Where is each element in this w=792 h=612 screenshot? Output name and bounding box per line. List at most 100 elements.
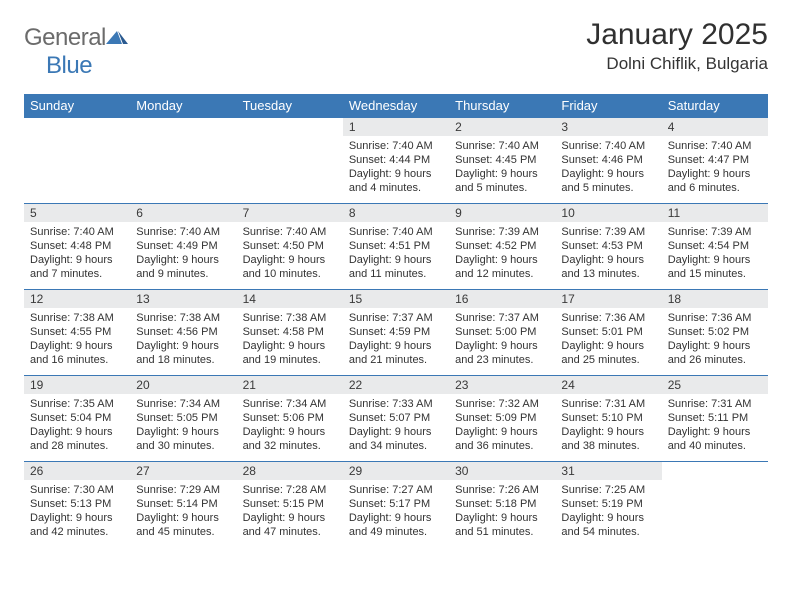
day-number: 4 [662, 117, 768, 136]
calendar-cell: 30Sunrise: 7:26 AMSunset: 5:18 PMDayligh… [449, 461, 555, 547]
calendar-cell: 21Sunrise: 7:34 AMSunset: 5:06 PMDayligh… [237, 375, 343, 461]
logo-text-general: General [24, 24, 106, 52]
calendar-cell [237, 117, 343, 203]
day-number: 16 [449, 289, 555, 308]
day-details: Sunrise: 7:40 AMSunset: 4:48 PMDaylight:… [24, 222, 130, 285]
day-number: 25 [662, 375, 768, 394]
day-details: Sunrise: 7:40 AMSunset: 4:44 PMDaylight:… [343, 136, 449, 199]
day-number: 27 [130, 461, 236, 480]
day-details: Sunrise: 7:37 AMSunset: 4:59 PMDaylight:… [343, 308, 449, 371]
day-details: Sunrise: 7:36 AMSunset: 5:02 PMDaylight:… [662, 308, 768, 371]
calendar-cell: 3Sunrise: 7:40 AMSunset: 4:46 PMDaylight… [555, 117, 661, 203]
day-details: Sunrise: 7:32 AMSunset: 5:09 PMDaylight:… [449, 394, 555, 457]
day-details: Sunrise: 7:36 AMSunset: 5:01 PMDaylight:… [555, 308, 661, 371]
calendar-cell: 23Sunrise: 7:32 AMSunset: 5:09 PMDayligh… [449, 375, 555, 461]
logo-text-blue: Blue [46, 52, 92, 79]
day-number: 7 [237, 203, 343, 222]
calendar-body: 1Sunrise: 7:40 AMSunset: 4:44 PMDaylight… [24, 117, 768, 547]
calendar-cell: 5Sunrise: 7:40 AMSunset: 4:48 PMDaylight… [24, 203, 130, 289]
day-details: Sunrise: 7:25 AMSunset: 5:19 PMDaylight:… [555, 480, 661, 543]
calendar-cell: 12Sunrise: 7:38 AMSunset: 4:55 PMDayligh… [24, 289, 130, 375]
calendar-cell: 26Sunrise: 7:30 AMSunset: 5:13 PMDayligh… [24, 461, 130, 547]
weekday-header: Tuesday [237, 94, 343, 117]
logo: General [24, 18, 130, 52]
day-details: Sunrise: 7:30 AMSunset: 5:13 PMDaylight:… [24, 480, 130, 543]
day-details: Sunrise: 7:39 AMSunset: 4:52 PMDaylight:… [449, 222, 555, 285]
calendar-cell: 7Sunrise: 7:40 AMSunset: 4:50 PMDaylight… [237, 203, 343, 289]
day-details: Sunrise: 7:38 AMSunset: 4:58 PMDaylight:… [237, 308, 343, 371]
day-number: 12 [24, 289, 130, 308]
day-number: 5 [24, 203, 130, 222]
calendar-cell: 25Sunrise: 7:31 AMSunset: 5:11 PMDayligh… [662, 375, 768, 461]
day-details: Sunrise: 7:37 AMSunset: 5:00 PMDaylight:… [449, 308, 555, 371]
calendar-week-row: 1Sunrise: 7:40 AMSunset: 4:44 PMDaylight… [24, 117, 768, 203]
calendar-cell: 15Sunrise: 7:37 AMSunset: 4:59 PMDayligh… [343, 289, 449, 375]
day-number: 20 [130, 375, 236, 394]
day-details: Sunrise: 7:35 AMSunset: 5:04 PMDaylight:… [24, 394, 130, 457]
calendar-cell: 17Sunrise: 7:36 AMSunset: 5:01 PMDayligh… [555, 289, 661, 375]
day-number: 15 [343, 289, 449, 308]
weekday-header: Sunday [24, 94, 130, 117]
day-number: 18 [662, 289, 768, 308]
day-number: 29 [343, 461, 449, 480]
calendar-cell: 18Sunrise: 7:36 AMSunset: 5:02 PMDayligh… [662, 289, 768, 375]
day-number: 2 [449, 117, 555, 136]
calendar-week-row: 5Sunrise: 7:40 AMSunset: 4:48 PMDaylight… [24, 203, 768, 289]
day-number: 22 [343, 375, 449, 394]
day-number [24, 117, 130, 136]
day-number: 21 [237, 375, 343, 394]
calendar-cell [130, 117, 236, 203]
calendar-cell: 14Sunrise: 7:38 AMSunset: 4:58 PMDayligh… [237, 289, 343, 375]
sail-icon [106, 29, 128, 52]
day-details: Sunrise: 7:34 AMSunset: 5:06 PMDaylight:… [237, 394, 343, 457]
day-number: 24 [555, 375, 661, 394]
calendar-cell [24, 117, 130, 203]
day-details: Sunrise: 7:40 AMSunset: 4:46 PMDaylight:… [555, 136, 661, 199]
calendar-week-row: 26Sunrise: 7:30 AMSunset: 5:13 PMDayligh… [24, 461, 768, 547]
calendar-cell: 4Sunrise: 7:40 AMSunset: 4:47 PMDaylight… [662, 117, 768, 203]
weekday-header-row: SundayMondayTuesdayWednesdayThursdayFrid… [24, 94, 768, 117]
calendar-cell: 10Sunrise: 7:39 AMSunset: 4:53 PMDayligh… [555, 203, 661, 289]
day-details: Sunrise: 7:40 AMSunset: 4:49 PMDaylight:… [130, 222, 236, 285]
weekday-header: Friday [555, 94, 661, 117]
day-details: Sunrise: 7:38 AMSunset: 4:56 PMDaylight:… [130, 308, 236, 371]
day-number: 6 [130, 203, 236, 222]
location: Dolni Chiflik, Bulgaria [586, 54, 768, 74]
day-number: 26 [24, 461, 130, 480]
day-number: 8 [343, 203, 449, 222]
calendar-cell: 24Sunrise: 7:31 AMSunset: 5:10 PMDayligh… [555, 375, 661, 461]
day-number: 3 [555, 117, 661, 136]
day-number: 14 [237, 289, 343, 308]
calendar-cell: 29Sunrise: 7:27 AMSunset: 5:17 PMDayligh… [343, 461, 449, 547]
calendar-cell: 8Sunrise: 7:40 AMSunset: 4:51 PMDaylight… [343, 203, 449, 289]
calendar-cell: 31Sunrise: 7:25 AMSunset: 5:19 PMDayligh… [555, 461, 661, 547]
title-block: January 2025 Dolni Chiflik, Bulgaria [586, 18, 768, 74]
weekday-header: Wednesday [343, 94, 449, 117]
day-details: Sunrise: 7:31 AMSunset: 5:11 PMDaylight:… [662, 394, 768, 457]
day-details: Sunrise: 7:38 AMSunset: 4:55 PMDaylight:… [24, 308, 130, 371]
day-number: 9 [449, 203, 555, 222]
day-number: 10 [555, 203, 661, 222]
day-details: Sunrise: 7:26 AMSunset: 5:18 PMDaylight:… [449, 480, 555, 543]
day-number: 31 [555, 461, 661, 480]
day-number: 11 [662, 203, 768, 222]
weekday-header: Monday [130, 94, 236, 117]
day-number: 23 [449, 375, 555, 394]
calendar-cell: 9Sunrise: 7:39 AMSunset: 4:52 PMDaylight… [449, 203, 555, 289]
calendar-cell: 27Sunrise: 7:29 AMSunset: 5:14 PMDayligh… [130, 461, 236, 547]
day-details: Sunrise: 7:39 AMSunset: 4:54 PMDaylight:… [662, 222, 768, 285]
calendar-cell: 19Sunrise: 7:35 AMSunset: 5:04 PMDayligh… [24, 375, 130, 461]
calendar-cell: 11Sunrise: 7:39 AMSunset: 4:54 PMDayligh… [662, 203, 768, 289]
day-number [662, 461, 768, 480]
calendar-cell: 6Sunrise: 7:40 AMSunset: 4:49 PMDaylight… [130, 203, 236, 289]
day-number [237, 117, 343, 136]
calendar-cell: 2Sunrise: 7:40 AMSunset: 4:45 PMDaylight… [449, 117, 555, 203]
calendar-cell: 16Sunrise: 7:37 AMSunset: 5:00 PMDayligh… [449, 289, 555, 375]
month-title: January 2025 [586, 18, 768, 52]
day-details: Sunrise: 7:28 AMSunset: 5:15 PMDaylight:… [237, 480, 343, 543]
calendar-cell [662, 461, 768, 547]
calendar-cell: 13Sunrise: 7:38 AMSunset: 4:56 PMDayligh… [130, 289, 236, 375]
day-number: 28 [237, 461, 343, 480]
day-number: 13 [130, 289, 236, 308]
calendar-cell: 1Sunrise: 7:40 AMSunset: 4:44 PMDaylight… [343, 117, 449, 203]
